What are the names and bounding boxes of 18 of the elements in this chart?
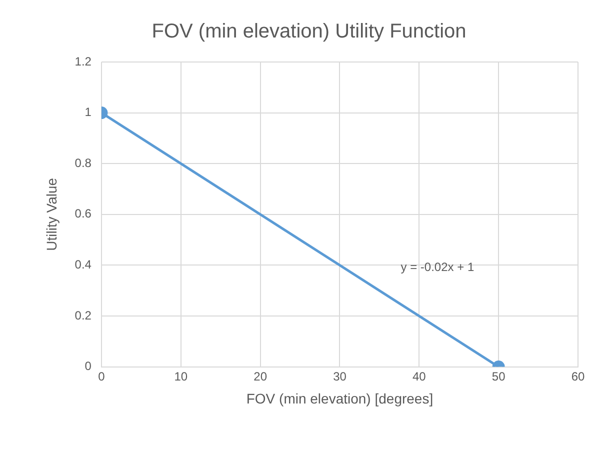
x-tick-label: 20 xyxy=(254,369,268,384)
x-tick-label: 50 xyxy=(492,369,506,384)
y-axis-title: Utility Value xyxy=(43,178,60,251)
x-axis-title: FOV (min elevation) [degrees] xyxy=(246,390,434,406)
x-tick-label: 0 xyxy=(98,369,106,384)
y-tick-label: 1 xyxy=(84,105,92,120)
x-tick-label: 30 xyxy=(333,369,347,384)
x-tick-label: 10 xyxy=(174,369,188,384)
y-tick-label: 0.4 xyxy=(74,258,92,272)
y-tick-label: 0.8 xyxy=(74,156,92,170)
chart-title: FOV (min elevation) Utility Function xyxy=(152,20,466,43)
x-tick-label: 60 xyxy=(571,369,585,384)
x-tick-label: 40 xyxy=(412,369,426,384)
y-tick-label: 0.2 xyxy=(74,308,92,322)
y-tick-label: 0.6 xyxy=(74,206,92,221)
y-tick-label: 0 xyxy=(84,359,92,374)
y-tick-label: 1.2 xyxy=(74,54,92,68)
annotation: y = -0.02x + 1 xyxy=(400,260,474,274)
